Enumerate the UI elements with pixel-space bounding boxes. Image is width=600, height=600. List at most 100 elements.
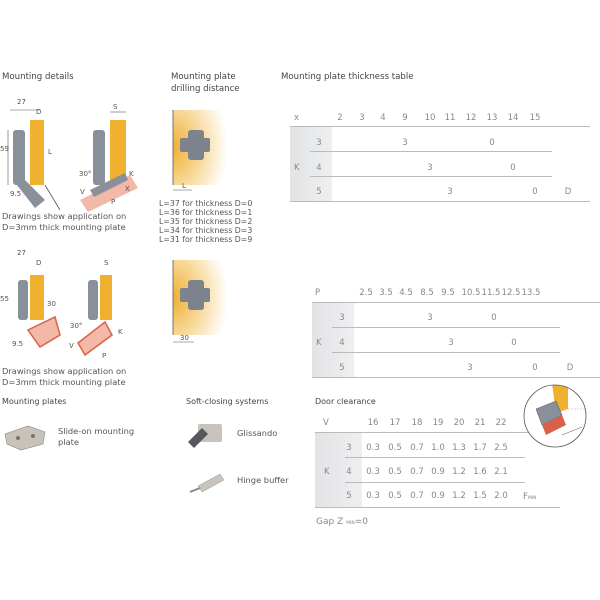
table3-col: 22 — [495, 418, 507, 428]
table3-col: 18 — [411, 418, 423, 428]
table3-row-divider — [345, 457, 525, 458]
table1-k: 4 — [316, 163, 322, 173]
dim-9-5: 9.5 — [10, 190, 22, 198]
table1-col: 11 — [444, 113, 456, 123]
table3-cell: 0.7 — [410, 491, 424, 501]
table1-cell: 0 — [489, 138, 495, 148]
table3-cell: 1.0 — [431, 443, 445, 453]
table3-cell: 2.1 — [494, 467, 508, 477]
table3-cell: 2.5 — [494, 443, 508, 453]
f-label: F — [523, 492, 528, 502]
table1-col: 9 — [402, 113, 408, 123]
mounting-details-title: Mounting details — [2, 72, 74, 82]
table2-row-divider — [332, 352, 560, 353]
table3-k-column — [315, 433, 362, 507]
dim-9-5: 9.5 — [12, 340, 24, 348]
table2-bottom-divider — [312, 377, 600, 378]
table1-cell: 0 — [510, 163, 516, 173]
dim-55: 55 — [0, 295, 9, 303]
slide-on-plate-image — [4, 425, 46, 451]
dim-l: L — [48, 148, 52, 156]
table3-bottom-divider — [315, 507, 560, 508]
table3-cell: 0.5 — [388, 491, 402, 501]
table1-bottom-divider — [290, 201, 590, 202]
table2-axis-label: D — [566, 363, 574, 373]
dim-30: 30 — [47, 300, 56, 308]
table2-cell: 0 — [532, 363, 538, 373]
table3-cell: 0.3 — [366, 443, 380, 453]
table2-k-column — [312, 303, 354, 377]
hinge-buffer-label: Hinge buffer — [237, 475, 289, 485]
table2-col: 11.5 — [481, 288, 501, 298]
glissando-label: Glissando — [237, 428, 278, 438]
table1-k: 5 — [316, 187, 322, 197]
table1-cell: 3 — [427, 163, 433, 173]
table3-cell: 0.7 — [410, 467, 424, 477]
dim-k: K — [129, 170, 134, 178]
table3-cell: 0.5 — [388, 467, 402, 477]
table3-cell: 1.3 — [452, 443, 466, 453]
table3-cell: 2.0 — [494, 491, 508, 501]
table2-cell: 3 — [427, 313, 433, 323]
drilling-drawing-1 — [172, 110, 228, 191]
mounting-drawing-2 — [18, 275, 113, 357]
table1-cell: 0 — [532, 187, 538, 197]
table2-row-group: K — [316, 338, 322, 348]
table2-cell: 0 — [511, 338, 517, 348]
table2-k: 5 — [339, 363, 345, 373]
table2-col: 8.5 — [420, 288, 434, 298]
table3-col: 17 — [389, 418, 401, 428]
dim-p: P — [111, 198, 116, 206]
table3-cell: 0.5 — [388, 443, 402, 453]
glissando-image — [188, 424, 222, 448]
table1-col: 14 — [507, 113, 519, 123]
table2-header-divider — [312, 302, 600, 303]
table3-col: 20 — [453, 418, 465, 428]
caption-1-line-2: D=3mm thick mounting plate — [2, 222, 126, 232]
table3-cell: 1.2 — [452, 491, 466, 501]
table3-row-group: K — [324, 467, 330, 477]
dim-angle: 30° — [70, 322, 83, 330]
table2-col: 9.5 — [441, 288, 455, 298]
table2-col: 12.5 — [501, 288, 521, 298]
table1-row-divider — [310, 151, 552, 152]
table3-cell: 1.7 — [473, 443, 487, 453]
table2-k: 3 — [339, 313, 345, 323]
table3-header-divider — [315, 432, 543, 433]
table3-k: 4 — [346, 467, 352, 477]
table1-axis-label: D — [564, 187, 572, 197]
table3-cell: 0.3 — [366, 467, 380, 477]
drilling-line-5: L=31 for thickness D=9 — [159, 235, 253, 244]
table2-cell: 0 — [491, 313, 497, 323]
table1-header-divider — [290, 126, 590, 127]
drilling-drawing-2 — [172, 260, 228, 343]
gap-value: =0 — [354, 517, 368, 527]
table3-col: 21 — [474, 418, 486, 428]
table1-k: 3 — [316, 138, 322, 148]
dim-k: K — [118, 328, 123, 336]
hinge-buffer-image — [189, 473, 225, 493]
dim-s: S — [104, 259, 109, 267]
gap-note: Gap Z MIN=0 — [316, 517, 368, 527]
table3-axis-label: FMIN — [523, 492, 536, 502]
table2-col: 13.5 — [521, 288, 541, 298]
table1-col: 12 — [465, 113, 477, 123]
table3-k: 3 — [346, 443, 352, 453]
drilling-line-1: L=37 for thickness D=0 — [159, 199, 253, 208]
table2-cell: 3 — [467, 363, 473, 373]
dim-v: V — [80, 188, 85, 196]
table2-col: 4.5 — [399, 288, 413, 298]
table1-col: 13 — [486, 113, 498, 123]
table2-row-divider — [332, 327, 560, 328]
caption-1-line-1: Drawings show application on — [2, 211, 127, 221]
table2-col: 2.5 — [359, 288, 373, 298]
dim-p: P — [102, 352, 107, 360]
plate-label-1: Slide-on mounting — [58, 426, 135, 436]
gap-sub: MIN — [346, 521, 355, 526]
table2-col: 3.5 — [379, 288, 393, 298]
table1-col: 4 — [380, 113, 386, 123]
table1-k-column — [290, 127, 332, 201]
table2-cell: 3 — [448, 338, 454, 348]
table2-header-label: P — [315, 288, 321, 298]
table3-cell: 0.9 — [431, 491, 445, 501]
